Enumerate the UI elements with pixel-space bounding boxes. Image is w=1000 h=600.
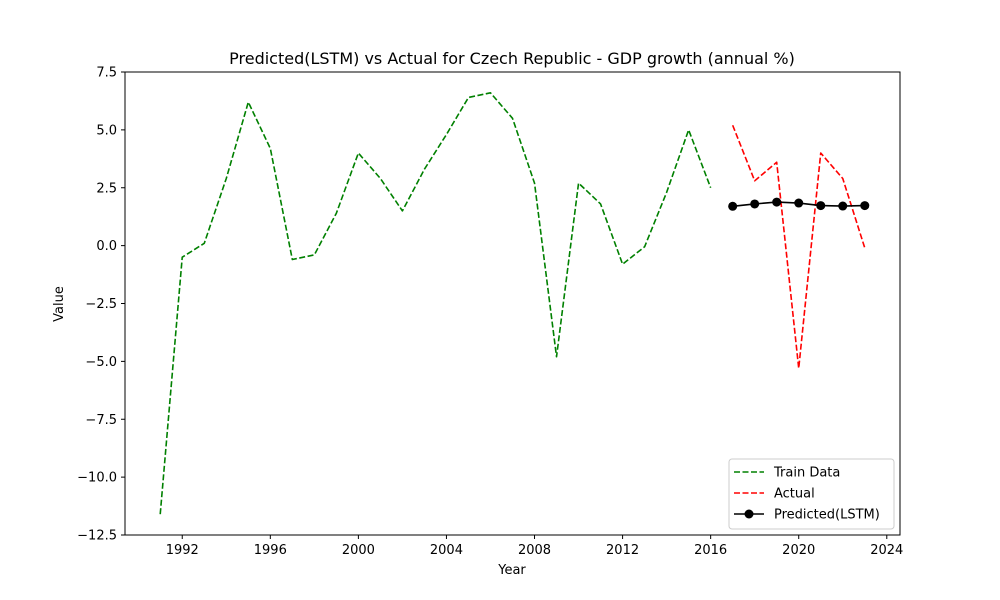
y-tick-label: −12.5 — [77, 529, 117, 544]
legend: Train Data Actual Predicted(LSTM) — [728, 458, 895, 530]
x-axis: 1992 1996 2000 2004 2008 2012 2016 2020 2024 — [166, 535, 903, 558]
x-tick-label: 2008 — [518, 543, 551, 558]
data-point — [860, 201, 870, 211]
x-tick-label: 2024 — [870, 543, 903, 558]
y-tick-label: 5.0 — [96, 123, 117, 138]
y-tick-label: 2.5 — [96, 181, 117, 196]
x-tick-label: 2020 — [782, 543, 815, 558]
data-point — [838, 201, 848, 211]
y-tick-label: 0.0 — [96, 239, 117, 254]
legend-label: Predicted(LSTM) — [774, 508, 880, 523]
x-axis-label: Year — [497, 563, 526, 578]
x-tick-label: 1992 — [166, 543, 199, 558]
y-tick-label: −5.0 — [85, 355, 117, 370]
series-line-actual — [731, 124, 866, 370]
x-tick-label: 2012 — [606, 543, 639, 558]
data-point — [816, 201, 826, 211]
data-point — [772, 197, 782, 207]
chart-title: Predicted(LSTM) vs Actual for Czech Repu… — [229, 49, 795, 68]
plot-area — [159, 92, 870, 515]
x-tick-label: 2016 — [694, 543, 727, 558]
legend-label: Train Data — [773, 466, 840, 481]
data-point — [750, 199, 760, 209]
y-tick-label: −7.5 — [85, 413, 117, 428]
series-line-train-data — [159, 92, 712, 515]
legend-marker — [744, 509, 754, 519]
y-axis-label: Value — [52, 286, 67, 322]
data-point — [794, 198, 804, 208]
x-tick-label: 1996 — [254, 543, 287, 558]
y-axis: 7.5 5.0 2.5 0.0 −2.5 −5.0 −7.5 −10.0 −12.5 — [77, 66, 125, 544]
y-tick-label: 7.5 — [96, 66, 117, 81]
y-tick-label: −10.0 — [77, 471, 117, 486]
x-tick-label: 2000 — [342, 543, 375, 558]
y-tick-label: −2.5 — [85, 297, 117, 312]
data-point — [728, 201, 738, 211]
legend-label: Actual — [774, 487, 815, 502]
legend-box — [728, 458, 895, 530]
x-tick-label: 2004 — [430, 543, 463, 558]
